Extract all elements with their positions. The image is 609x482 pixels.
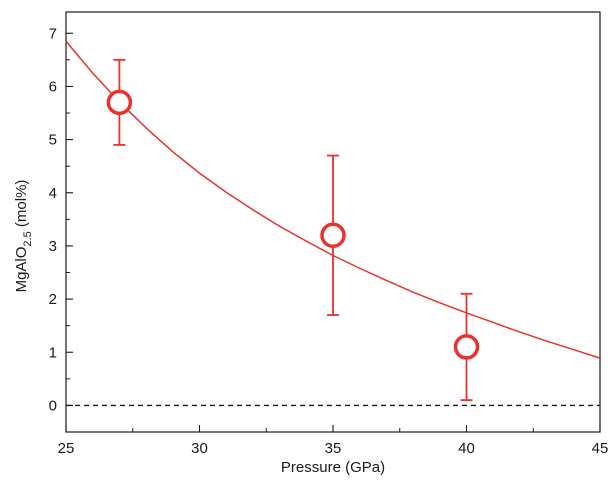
data-point-1 bbox=[106, 89, 133, 116]
y-axis-label: MgAlO2.5 (mol%) bbox=[13, 180, 34, 293]
x-tick-label-30: 30 bbox=[191, 440, 208, 457]
y-tick-label-1: 1 bbox=[49, 344, 57, 361]
y-tick-label-7: 7 bbox=[49, 25, 57, 42]
x-tick-label-45: 45 bbox=[592, 440, 609, 457]
y-tick-label-6: 6 bbox=[49, 78, 57, 95]
x-tick-label-25: 25 bbox=[58, 440, 75, 457]
data-point-3 bbox=[453, 334, 480, 360]
x-axis-label: Pressure (GPa) bbox=[281, 459, 385, 476]
y-axis-label-base: MgAlO bbox=[13, 247, 30, 293]
error-bar-layer bbox=[113, 58, 473, 402]
marker-layer bbox=[106, 89, 480, 360]
x-tick-label-40: 40 bbox=[458, 440, 475, 457]
y-axis-label-suffix: (mol%) bbox=[13, 180, 30, 232]
y-tick-label-3: 3 bbox=[49, 238, 57, 255]
x-axis-ticks: 25 30 35 40 45 bbox=[58, 425, 609, 457]
y-axis-ticks: 0 1 2 3 4 5 6 7 bbox=[49, 25, 73, 433]
data-point-2 bbox=[320, 222, 346, 249]
y-tick-label-5: 5 bbox=[49, 132, 57, 149]
y-axis-label-subscript: 2.5 bbox=[22, 231, 34, 246]
y-tick-label-0: 0 bbox=[49, 397, 57, 414]
x-tick-label-35: 35 bbox=[325, 440, 342, 457]
y-tick-label-2: 2 bbox=[49, 291, 57, 308]
y-tick-label-4: 4 bbox=[49, 185, 57, 202]
